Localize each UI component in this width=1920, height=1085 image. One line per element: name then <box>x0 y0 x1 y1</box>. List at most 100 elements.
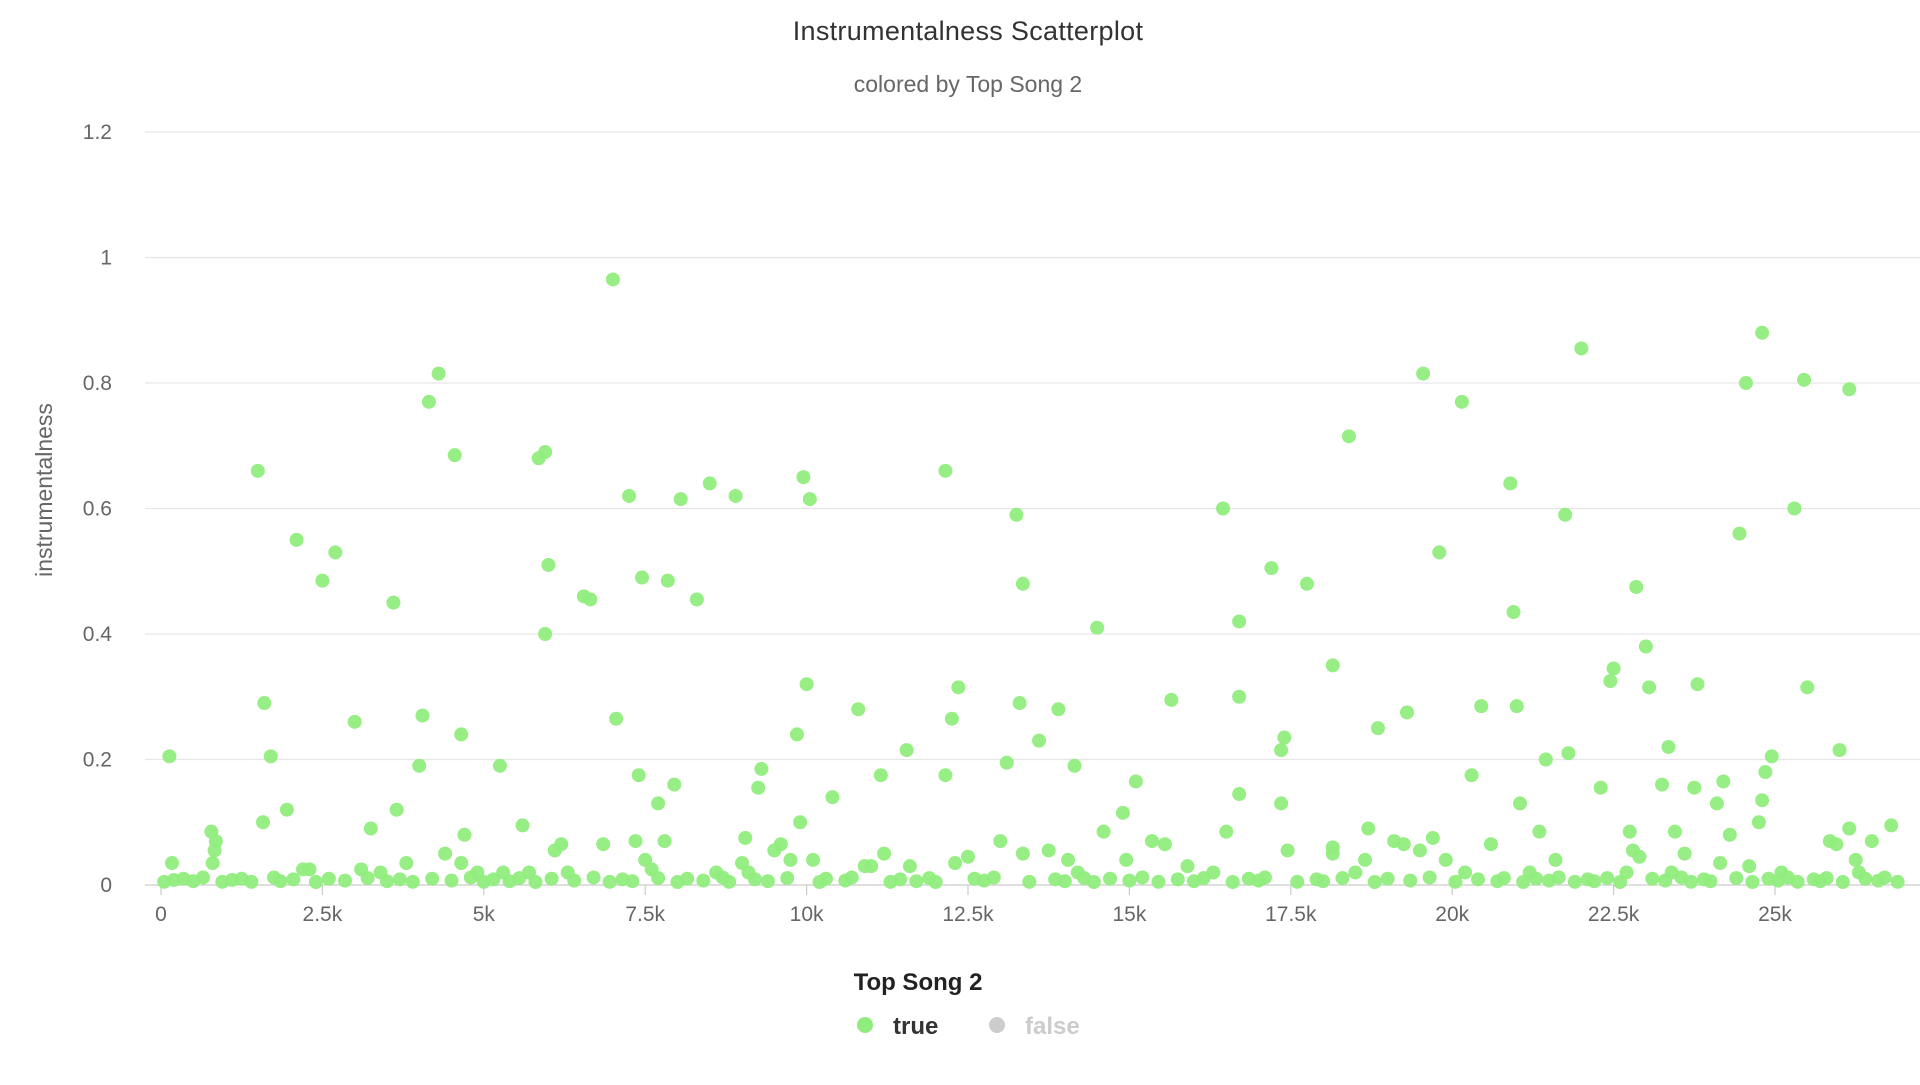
data-point[interactable] <box>1225 875 1240 889</box>
data-point[interactable] <box>1558 507 1573 522</box>
data-point[interactable] <box>689 592 704 607</box>
data-point[interactable] <box>1367 875 1382 889</box>
data-point[interactable] <box>667 777 682 792</box>
data-point[interactable] <box>263 749 278 764</box>
data-point[interactable] <box>1632 849 1647 864</box>
data-point[interactable] <box>302 862 317 877</box>
data-point[interactable] <box>728 488 743 503</box>
data-point[interactable] <box>1015 576 1030 591</box>
data-point[interactable] <box>657 834 672 849</box>
data-point[interactable] <box>825 790 840 805</box>
data-point[interactable] <box>1722 827 1737 842</box>
data-point[interactable] <box>1454 394 1469 409</box>
data-point[interactable] <box>793 815 808 830</box>
data-point[interactable] <box>1370 721 1385 736</box>
data-point[interactable] <box>1483 837 1498 852</box>
data-point[interactable] <box>1257 870 1272 885</box>
data-point[interactable] <box>1119 852 1134 867</box>
data-point[interactable] <box>844 870 859 885</box>
data-point[interactable] <box>751 780 766 795</box>
data-point[interactable] <box>164 856 179 871</box>
data-point[interactable] <box>1738 376 1753 390</box>
data-point[interactable] <box>347 714 362 729</box>
data-point[interactable] <box>1755 793 1770 808</box>
data-point[interactable] <box>1067 758 1082 773</box>
data-point[interactable] <box>1135 870 1150 885</box>
data-point[interactable] <box>1128 774 1143 789</box>
data-point[interactable] <box>1709 796 1724 811</box>
data-point[interactable] <box>1164 692 1179 707</box>
data-point[interactable] <box>1832 743 1847 758</box>
data-point[interactable] <box>1122 873 1137 888</box>
data-point[interactable] <box>1009 507 1024 522</box>
data-point[interactable] <box>1638 639 1653 654</box>
data-point[interactable] <box>1057 874 1072 889</box>
data-point[interactable] <box>660 573 675 588</box>
data-point[interactable] <box>634 570 649 585</box>
data-point[interactable] <box>1529 871 1544 886</box>
data-point[interactable] <box>1684 874 1699 889</box>
data-point[interactable] <box>993 834 1008 849</box>
data-point[interactable] <box>1232 614 1247 629</box>
data-point[interactable] <box>1506 605 1521 620</box>
data-point[interactable] <box>609 711 624 726</box>
data-point[interactable] <box>392 872 407 887</box>
data-point[interactable] <box>399 856 414 871</box>
data-point[interactable] <box>1819 871 1834 886</box>
data-point[interactable] <box>541 557 556 572</box>
data-point[interactable] <box>986 870 1001 885</box>
data-point[interactable] <box>622 488 637 503</box>
data-point[interactable] <box>899 743 914 758</box>
data-point[interactable] <box>1290 874 1305 889</box>
data-point[interactable] <box>1758 765 1773 780</box>
data-point[interactable] <box>1503 476 1518 491</box>
data-point[interactable] <box>702 476 717 491</box>
data-point[interactable] <box>567 873 582 888</box>
data-point[interactable] <box>273 874 288 889</box>
data-point[interactable] <box>1732 526 1747 541</box>
data-point[interactable] <box>625 874 640 889</box>
data-point[interactable] <box>1764 749 1779 764</box>
data-point[interactable] <box>1438 852 1453 867</box>
legend-item-true[interactable]: true <box>857 1013 938 1040</box>
data-point[interactable] <box>1655 777 1670 792</box>
data-point[interactable] <box>1603 674 1618 689</box>
data-point[interactable] <box>412 758 427 773</box>
data-point[interactable] <box>315 573 330 588</box>
data-point[interactable] <box>722 874 737 889</box>
data-point[interactable] <box>1551 870 1566 885</box>
data-point[interactable] <box>1790 874 1805 889</box>
data-point[interactable] <box>463 870 478 885</box>
data-point[interactable] <box>818 871 833 886</box>
data-point[interactable] <box>799 677 814 692</box>
data-point[interactable] <box>1574 341 1589 356</box>
data-point[interactable] <box>492 758 507 773</box>
data-point[interactable] <box>1316 874 1331 889</box>
data-point[interactable] <box>1416 366 1431 381</box>
data-point[interactable] <box>1509 699 1524 714</box>
data-point[interactable] <box>586 870 601 885</box>
data-point[interactable] <box>438 846 453 861</box>
data-point[interactable] <box>673 492 688 507</box>
data-point[interactable] <box>1103 871 1118 886</box>
data-point[interactable] <box>195 870 210 885</box>
data-point[interactable] <box>1422 870 1437 885</box>
data-point[interactable] <box>1274 743 1289 758</box>
data-point[interactable] <box>1516 875 1531 889</box>
data-point[interactable] <box>431 366 446 381</box>
data-point[interactable] <box>1032 733 1047 748</box>
data-point[interactable] <box>1299 576 1314 591</box>
data-point[interactable] <box>806 852 821 867</box>
data-point[interactable] <box>1600 871 1615 886</box>
data-point[interactable] <box>1280 843 1295 858</box>
legend-item-false[interactable]: false <box>989 1013 1080 1040</box>
data-point[interactable] <box>1877 870 1892 885</box>
data-point[interactable] <box>1787 501 1802 516</box>
data-point[interactable] <box>447 448 462 463</box>
data-point[interactable] <box>544 871 559 886</box>
data-point[interactable] <box>961 849 975 864</box>
data-point[interactable] <box>1687 780 1702 795</box>
data-point[interactable] <box>789 727 804 742</box>
data-point[interactable] <box>405 874 420 889</box>
data-point[interactable] <box>583 592 598 607</box>
